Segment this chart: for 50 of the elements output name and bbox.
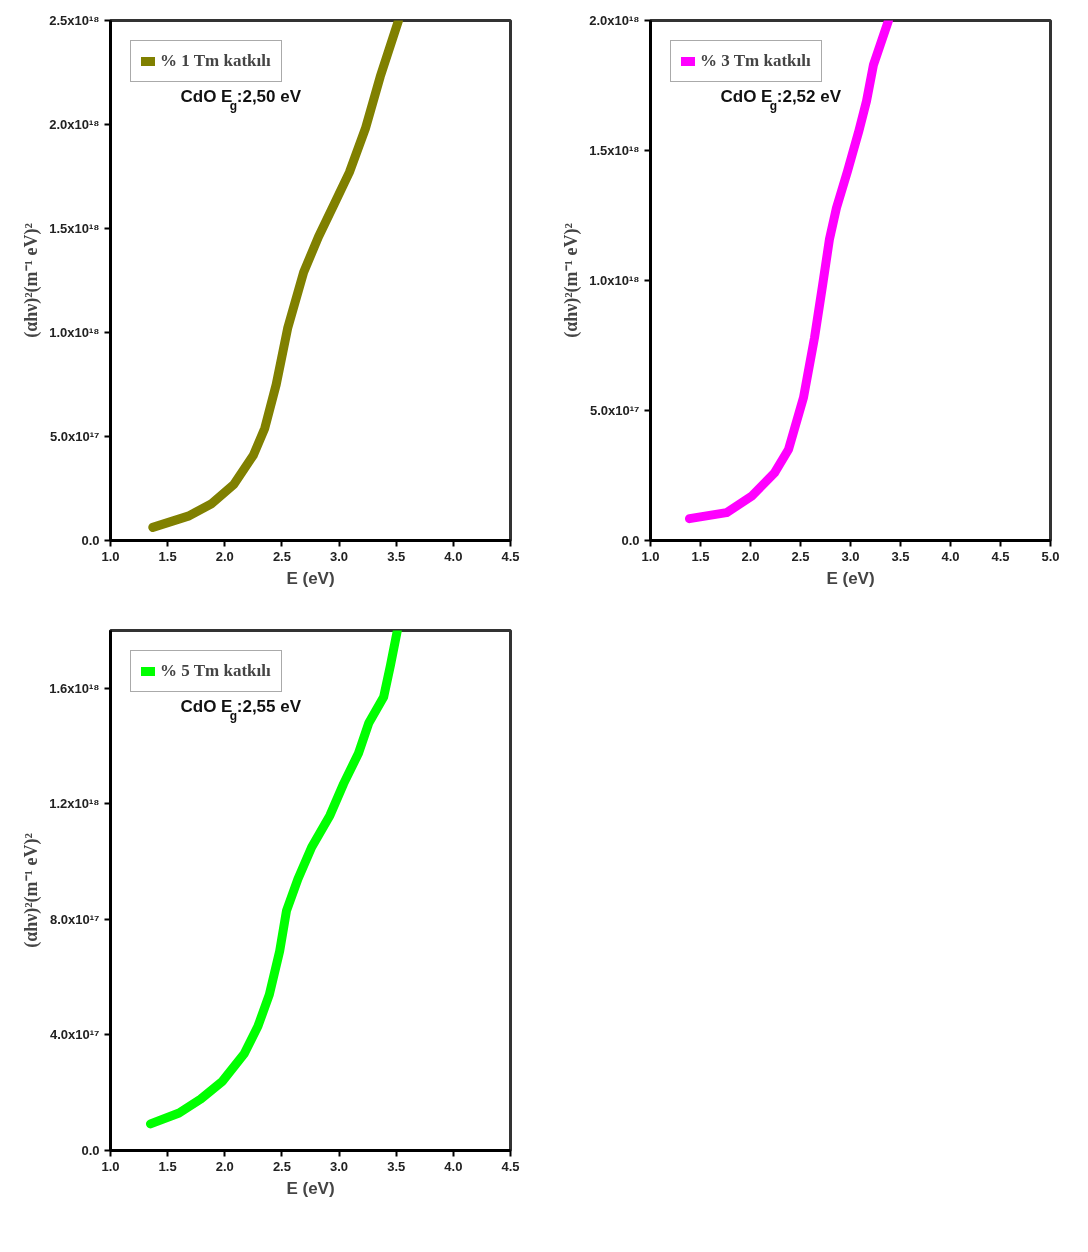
y-tick-label: 0.0 [81, 1143, 100, 1158]
x-tick-label: 2.5 [272, 548, 291, 564]
y-tick-label: 1.0x10¹⁸ [49, 325, 100, 340]
x-tick-label: 1.5 [158, 548, 177, 564]
x-tick-label: 1.0 [101, 548, 120, 564]
x-axis-title: E (eV) [826, 568, 875, 588]
y-axis-title: (αhν)²(m⁻¹ eV)² [21, 833, 43, 948]
x-tick-label: 1.0 [641, 548, 660, 564]
x-axis-title: E (eV) [286, 568, 335, 588]
x-tick-label: 1.5 [691, 548, 710, 564]
y-tick-label: 0.0 [81, 533, 100, 548]
x-tick-label: 4.5 [501, 548, 520, 564]
x-tick-label: 5.0 [1041, 548, 1060, 564]
x-tick-label: 2.0 [215, 548, 234, 564]
y-tick-label: 1.0x10¹⁸ [589, 273, 640, 288]
x-tick-label: 4.0 [444, 548, 463, 564]
y-tick-label: 5.0x10¹⁷ [50, 429, 100, 444]
x-axis-title: E (eV) [286, 1178, 335, 1198]
legend-label: % 5 Tm katkılı [160, 661, 271, 681]
x-tick-label: 3.5 [387, 1158, 406, 1174]
x-tick-label: 2.5 [272, 1158, 291, 1174]
x-tick-label: 4.5 [501, 1158, 520, 1174]
x-tick-label: 3.0 [330, 1158, 349, 1174]
y-tick-label: 1.6x10¹⁸ [49, 680, 100, 696]
y-tick-label: 1.5x10¹⁸ [589, 143, 640, 158]
x-tick-label: 2.0 [215, 1158, 234, 1174]
y-tick-label: 0.0 [621, 533, 640, 548]
x-tick-label: 1.0 [101, 1158, 120, 1174]
y-tick-label: 2.5x10¹⁸ [49, 13, 100, 28]
x-tick-label: 3.5 [387, 548, 406, 564]
y-tick-label: 4.0x10¹⁷ [50, 1027, 100, 1043]
y-axis-title: (αhν)²(m⁻¹ eV)² [561, 223, 583, 338]
x-tick-label: 2.0 [741, 548, 760, 564]
y-tick-label: 8.0x10¹⁷ [50, 911, 100, 927]
x-tick-label: 4.5 [991, 548, 1010, 564]
x-tick-label: 4.0 [941, 548, 960, 564]
x-tick-label: 3.0 [330, 548, 349, 564]
legend-label: % 1 Tm katkılı [160, 51, 271, 71]
x-tick-label: 4.0 [444, 1158, 463, 1174]
y-tick-label: 1.5x10¹⁸ [49, 221, 100, 236]
x-tick-label: 3.5 [891, 548, 910, 564]
y-tick-label: 2.0x10¹⁸ [49, 117, 100, 132]
y-axis-title: (αhν)²(m⁻¹ eV)² [21, 223, 43, 338]
y-tick-label: 5.0x10¹⁷ [590, 403, 640, 418]
y-tick-label: 1.2x10¹⁸ [49, 796, 100, 812]
legend-label: % 3 Tm katkılı [700, 51, 811, 71]
y-tick-label: 2.0x10¹⁸ [589, 13, 640, 28]
x-tick-label: 3.0 [841, 548, 860, 564]
x-tick-label: 1.5 [158, 1158, 177, 1174]
x-tick-label: 2.5 [791, 548, 810, 564]
